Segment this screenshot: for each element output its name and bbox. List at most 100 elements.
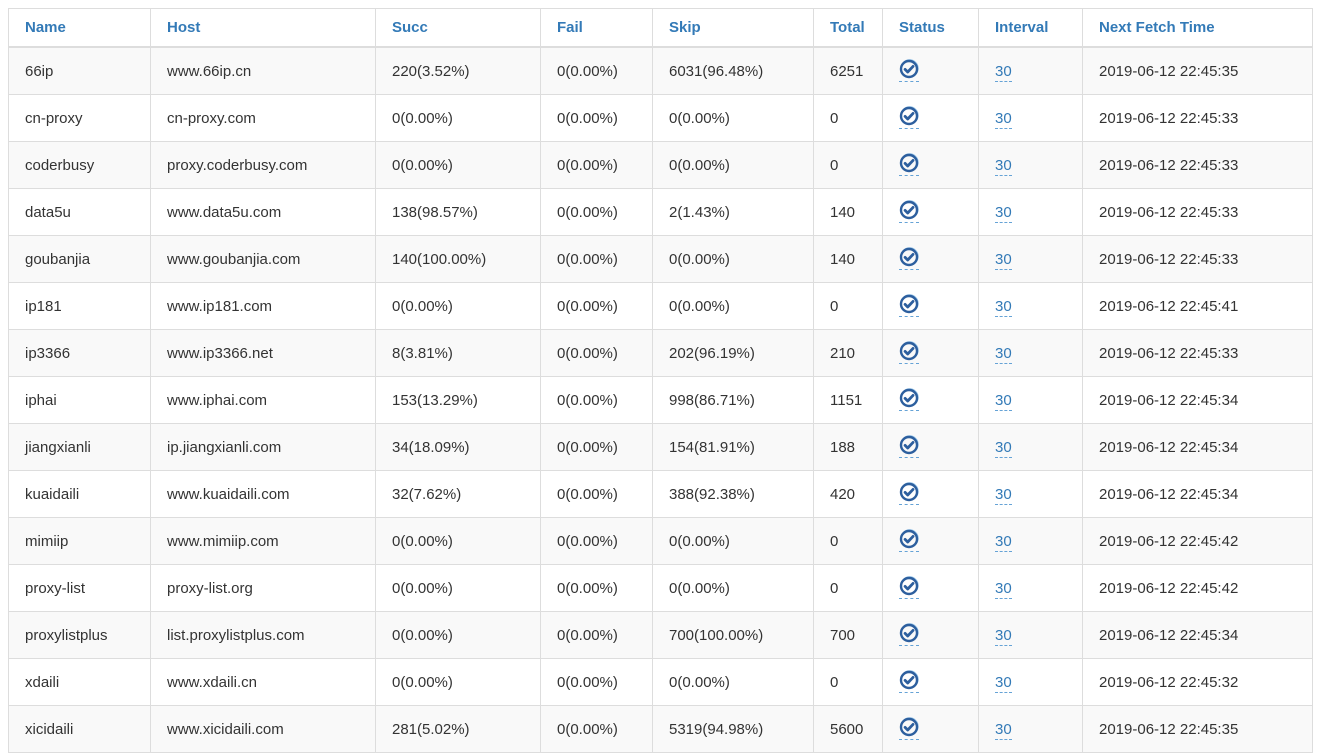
name-cell: data5u: [8, 188, 151, 236]
check-circle-icon: [899, 717, 919, 737]
next_fetch_time-cell: 2019-06-12 22:45:33: [1082, 94, 1313, 142]
status-check-circle-icon[interactable]: [899, 576, 919, 599]
total-value: 188: [830, 438, 856, 456]
name-value: proxy-list: [25, 579, 86, 597]
table-row: xicidaili www.xicidaili.com 281(5.02%) 0(0.…: [8, 705, 1313, 753]
skip-cell: 700(100.00%): [652, 611, 814, 659]
fetcher-status-table: Name Host Succ Fail Skip Total Status Interval N…: [8, 8, 1313, 753]
total-value: 6251: [830, 62, 864, 80]
fail-value: 0(0.00%): [557, 62, 618, 80]
interval-editable-link[interactable]: 30: [995, 156, 1012, 176]
interval-editable-link[interactable]: 30: [995, 297, 1012, 317]
total-cell: 0: [813, 141, 883, 189]
fail-value: 0(0.00%): [557, 485, 618, 503]
succ-value: 281(5.02%): [392, 720, 470, 738]
fail-cell: 0(0.00%): [540, 188, 653, 236]
interval-editable-link[interactable]: 30: [995, 391, 1012, 411]
skip-value: 700(100.00%): [669, 626, 764, 644]
status-check-circle-icon[interactable]: [899, 153, 919, 176]
succ-value: 0(0.00%): [392, 579, 453, 597]
skip-value: 998(86.71%): [669, 391, 755, 409]
host-value: www.xicidaili.com: [167, 720, 284, 738]
status-check-circle-icon[interactable]: [899, 294, 919, 317]
next_fetch_time-cell: 2019-06-12 22:45:33: [1082, 235, 1313, 283]
next_fetch_time-value: 2019-06-12 22:45:34: [1099, 391, 1239, 409]
interval-editable-link[interactable]: 30: [995, 203, 1012, 223]
status-check-circle-icon[interactable]: [899, 623, 919, 646]
fail-value: 0(0.00%): [557, 626, 618, 644]
interval-cell: 30: [978, 564, 1083, 612]
interval-editable-link[interactable]: 30: [995, 579, 1012, 599]
skip-value: 154(81.91%): [669, 438, 755, 456]
next_fetch_time-cell: 2019-06-12 22:45:34: [1082, 470, 1313, 518]
name-value: mimiip: [25, 532, 69, 550]
check-circle-icon: [899, 576, 919, 596]
interval-editable-link[interactable]: 30: [995, 438, 1012, 458]
host-cell: www.data5u.com: [150, 188, 376, 236]
name-value: data5u: [25, 203, 71, 221]
interval-editable-link[interactable]: 30: [995, 626, 1012, 646]
succ-value: 0(0.00%): [392, 297, 453, 315]
column-header-host: Host: [150, 8, 376, 48]
skip-value: 0(0.00%): [669, 156, 730, 174]
interval-editable-link[interactable]: 30: [995, 720, 1012, 740]
host-cell: www.goubanjia.com: [150, 235, 376, 283]
succ-cell: 0(0.00%): [375, 94, 541, 142]
next_fetch_time-cell: 2019-06-12 22:45:33: [1082, 188, 1313, 236]
host-value: www.mimiip.com: [167, 532, 279, 550]
status-check-circle-icon[interactable]: [899, 482, 919, 505]
host-value: cn-proxy.com: [167, 109, 256, 127]
status-check-circle-icon[interactable]: [899, 670, 919, 693]
header-row: Name Host Succ Fail Skip Total Status Interval N…: [8, 8, 1313, 48]
status-check-circle-icon[interactable]: [899, 388, 919, 411]
status-cell: [882, 705, 979, 753]
host-cell: ip.jiangxianli.com: [150, 423, 376, 471]
total-cell: 188: [813, 423, 883, 471]
status-check-circle-icon[interactable]: [899, 200, 919, 223]
status-check-circle-icon[interactable]: [899, 341, 919, 364]
host-value: list.proxylistplus.com: [167, 626, 305, 644]
fail-cell: 0(0.00%): [540, 611, 653, 659]
interval-editable-link[interactable]: 30: [995, 532, 1012, 552]
name-value: 66ip: [25, 62, 54, 80]
status-cell: [882, 564, 979, 612]
next_fetch_time-cell: 2019-06-12 22:45:33: [1082, 329, 1313, 377]
status-cell: [882, 282, 979, 330]
interval-editable-link[interactable]: 30: [995, 109, 1012, 129]
host-value: proxy-list.org: [167, 579, 253, 597]
next_fetch_time-value: 2019-06-12 22:45:42: [1099, 579, 1239, 597]
interval-editable-link[interactable]: 30: [995, 250, 1012, 270]
interval-editable-link[interactable]: 30: [995, 62, 1012, 82]
next_fetch_time-value: 2019-06-12 22:45:34: [1099, 438, 1239, 456]
status-check-circle-icon[interactable]: [899, 247, 919, 270]
interval-cell: 30: [978, 470, 1083, 518]
next_fetch_time-value: 2019-06-12 22:45:34: [1099, 626, 1239, 644]
check-circle-icon: [899, 482, 919, 502]
name-cell: xdaili: [8, 658, 151, 706]
interval-editable-link[interactable]: 30: [995, 485, 1012, 505]
column-header-next_fetch_time: Next Fetch Time: [1082, 8, 1313, 48]
next_fetch_time-value: 2019-06-12 22:45:34: [1099, 485, 1239, 503]
status-check-circle-icon[interactable]: [899, 106, 919, 129]
skip-value: 0(0.00%): [669, 109, 730, 127]
status-check-circle-icon[interactable]: [899, 717, 919, 740]
check-circle-icon: [899, 435, 919, 455]
check-circle-icon: [899, 623, 919, 643]
succ-cell: 32(7.62%): [375, 470, 541, 518]
succ-value: 0(0.00%): [392, 109, 453, 127]
host-cell: proxy.coderbusy.com: [150, 141, 376, 189]
name-value: jiangxianli: [25, 438, 91, 456]
status-check-circle-icon[interactable]: [899, 59, 919, 82]
interval-cell: 30: [978, 141, 1083, 189]
fail-cell: 0(0.00%): [540, 564, 653, 612]
interval-editable-link[interactable]: 30: [995, 673, 1012, 693]
status-cell: [882, 141, 979, 189]
status-cell: [882, 517, 979, 565]
interval-cell: 30: [978, 329, 1083, 377]
skip-cell: 998(86.71%): [652, 376, 814, 424]
interval-editable-link[interactable]: 30: [995, 344, 1012, 364]
succ-cell: 138(98.57%): [375, 188, 541, 236]
status-check-circle-icon[interactable]: [899, 529, 919, 552]
status-check-circle-icon[interactable]: [899, 435, 919, 458]
succ-value: 220(3.52%): [392, 62, 470, 80]
